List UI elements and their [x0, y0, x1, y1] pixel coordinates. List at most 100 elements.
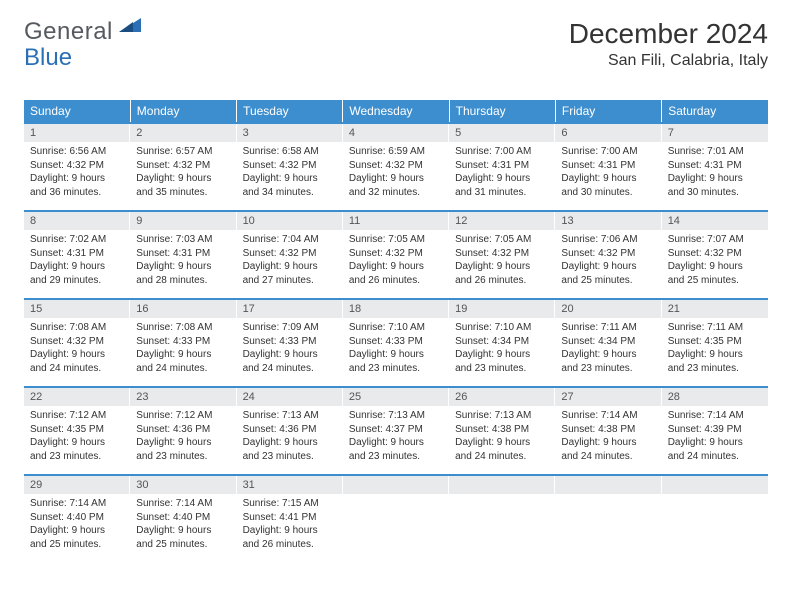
- calendar-table: SundayMondayTuesdayWednesdayThursdayFrid…: [24, 100, 768, 563]
- sunset-line: Sunset: 4:38 PM: [561, 423, 655, 437]
- calendar-day: 9Sunrise: 7:03 AMSunset: 4:31 PMDaylight…: [130, 211, 236, 299]
- sunrise-line: Sunrise: 7:14 AM: [668, 409, 762, 423]
- day-number: 26: [449, 388, 555, 406]
- sunrise-line: Sunrise: 7:11 AM: [668, 321, 762, 335]
- sunrise-line: Sunrise: 7:05 AM: [455, 233, 549, 247]
- day-body: [662, 494, 768, 554]
- calendar-page: General December 2024 San Fili, Calabria…: [0, 0, 792, 563]
- day-number: 24: [237, 388, 343, 406]
- sunrise-line: Sunrise: 7:14 AM: [30, 497, 124, 511]
- day-body: Sunrise: 7:04 AMSunset: 4:32 PMDaylight:…: [237, 230, 343, 291]
- logo: General: [24, 18, 143, 46]
- calendar-day: 20Sunrise: 7:11 AMSunset: 4:34 PMDayligh…: [555, 299, 661, 387]
- day-number: 21: [662, 300, 768, 318]
- sunset-line: Sunset: 4:32 PM: [349, 159, 443, 173]
- calendar-day: 14Sunrise: 7:07 AMSunset: 4:32 PMDayligh…: [662, 211, 768, 299]
- daylight-line: Daylight: 9 hours and 28 minutes.: [136, 260, 230, 287]
- day-number: 28: [662, 388, 768, 406]
- day-body: Sunrise: 7:02 AMSunset: 4:31 PMDaylight:…: [24, 230, 130, 291]
- sunrise-line: Sunrise: 7:12 AM: [136, 409, 230, 423]
- day-body: Sunrise: 7:09 AMSunset: 4:33 PMDaylight:…: [237, 318, 343, 379]
- daylight-line: Daylight: 9 hours and 24 minutes.: [243, 348, 337, 375]
- calendar-day: 16Sunrise: 7:08 AMSunset: 4:33 PMDayligh…: [130, 299, 236, 387]
- day-body: Sunrise: 7:14 AMSunset: 4:38 PMDaylight:…: [555, 406, 661, 467]
- day-number: 13: [555, 212, 661, 230]
- day-number: [449, 476, 555, 494]
- day-body: Sunrise: 7:15 AMSunset: 4:41 PMDaylight:…: [237, 494, 343, 555]
- daylight-line: Daylight: 9 hours and 31 minutes.: [455, 172, 549, 199]
- sunset-line: Sunset: 4:36 PM: [243, 423, 337, 437]
- calendar-day: 3Sunrise: 6:58 AMSunset: 4:32 PMDaylight…: [237, 123, 343, 211]
- day-body: Sunrise: 7:12 AMSunset: 4:35 PMDaylight:…: [24, 406, 130, 467]
- logo-word2: Blue: [24, 44, 72, 71]
- calendar-day: 28Sunrise: 7:14 AMSunset: 4:39 PMDayligh…: [662, 387, 768, 475]
- day-body: Sunrise: 7:11 AMSunset: 4:34 PMDaylight:…: [555, 318, 661, 379]
- day-header: Monday: [130, 100, 236, 123]
- day-body: Sunrise: 7:13 AMSunset: 4:37 PMDaylight:…: [343, 406, 449, 467]
- day-body: Sunrise: 7:06 AMSunset: 4:32 PMDaylight:…: [555, 230, 661, 291]
- day-body: [343, 494, 449, 554]
- sunset-line: Sunset: 4:32 PM: [30, 335, 124, 349]
- sunrise-line: Sunrise: 7:11 AM: [561, 321, 655, 335]
- sunrise-line: Sunrise: 7:12 AM: [30, 409, 124, 423]
- sunset-line: Sunset: 4:40 PM: [30, 511, 124, 525]
- day-header: Friday: [555, 100, 661, 123]
- calendar-day: 13Sunrise: 7:06 AMSunset: 4:32 PMDayligh…: [555, 211, 661, 299]
- day-number: [662, 476, 768, 494]
- sunrise-line: Sunrise: 7:05 AM: [349, 233, 443, 247]
- calendar-day-empty: [449, 475, 555, 563]
- day-number: 29: [24, 476, 130, 494]
- sunset-line: Sunset: 4:34 PM: [455, 335, 549, 349]
- sunset-line: Sunset: 4:31 PM: [455, 159, 549, 173]
- daylight-line: Daylight: 9 hours and 26 minutes.: [349, 260, 443, 287]
- logo-word1: General: [24, 18, 113, 46]
- daylight-line: Daylight: 9 hours and 26 minutes.: [455, 260, 549, 287]
- calendar-day: 30Sunrise: 7:14 AMSunset: 4:40 PMDayligh…: [130, 475, 236, 563]
- sunrise-line: Sunrise: 6:57 AM: [136, 145, 230, 159]
- day-number: [555, 476, 661, 494]
- day-number: 12: [449, 212, 555, 230]
- day-number: 15: [24, 300, 130, 318]
- calendar-day: 2Sunrise: 6:57 AMSunset: 4:32 PMDaylight…: [130, 123, 236, 211]
- sunset-line: Sunset: 4:41 PM: [243, 511, 337, 525]
- sunrise-line: Sunrise: 7:10 AM: [455, 321, 549, 335]
- sunrise-line: Sunrise: 6:58 AM: [243, 145, 337, 159]
- sunrise-line: Sunrise: 7:03 AM: [136, 233, 230, 247]
- day-header: Saturday: [662, 100, 768, 123]
- sunset-line: Sunset: 4:35 PM: [668, 335, 762, 349]
- daylight-line: Daylight: 9 hours and 23 minutes.: [136, 436, 230, 463]
- day-body: Sunrise: 7:03 AMSunset: 4:31 PMDaylight:…: [130, 230, 236, 291]
- day-body: Sunrise: 7:13 AMSunset: 4:36 PMDaylight:…: [237, 406, 343, 467]
- calendar-day: 24Sunrise: 7:13 AMSunset: 4:36 PMDayligh…: [237, 387, 343, 475]
- calendar-day: 19Sunrise: 7:10 AMSunset: 4:34 PMDayligh…: [449, 299, 555, 387]
- calendar-week: 15Sunrise: 7:08 AMSunset: 4:32 PMDayligh…: [24, 299, 768, 387]
- calendar-week: 8Sunrise: 7:02 AMSunset: 4:31 PMDaylight…: [24, 211, 768, 299]
- calendar-head: SundayMondayTuesdayWednesdayThursdayFrid…: [24, 100, 768, 123]
- sunrise-line: Sunrise: 7:06 AM: [561, 233, 655, 247]
- title-block: December 2024 San Fili, Calabria, Italy: [569, 18, 768, 70]
- day-body: Sunrise: 6:56 AMSunset: 4:32 PMDaylight:…: [24, 142, 130, 203]
- sunset-line: Sunset: 4:31 PM: [30, 247, 124, 261]
- calendar-day: 23Sunrise: 7:12 AMSunset: 4:36 PMDayligh…: [130, 387, 236, 475]
- day-body: [555, 494, 661, 554]
- daylight-line: Daylight: 9 hours and 25 minutes.: [668, 260, 762, 287]
- sunset-line: Sunset: 4:31 PM: [668, 159, 762, 173]
- daylight-line: Daylight: 9 hours and 34 minutes.: [243, 172, 337, 199]
- day-number: 30: [130, 476, 236, 494]
- day-number: 16: [130, 300, 236, 318]
- location-label: San Fili, Calabria, Italy: [569, 52, 768, 70]
- sunrise-line: Sunrise: 7:00 AM: [455, 145, 549, 159]
- sunset-line: Sunset: 4:32 PM: [136, 159, 230, 173]
- logo-triangle-icon: [119, 16, 141, 37]
- sunset-line: Sunset: 4:32 PM: [668, 247, 762, 261]
- sunset-line: Sunset: 4:32 PM: [243, 159, 337, 173]
- calendar-day: 22Sunrise: 7:12 AMSunset: 4:35 PMDayligh…: [24, 387, 130, 475]
- calendar-day: 10Sunrise: 7:04 AMSunset: 4:32 PMDayligh…: [237, 211, 343, 299]
- day-number: 8: [24, 212, 130, 230]
- calendar-day: 1Sunrise: 6:56 AMSunset: 4:32 PMDaylight…: [24, 123, 130, 211]
- daylight-line: Daylight: 9 hours and 30 minutes.: [561, 172, 655, 199]
- daylight-line: Daylight: 9 hours and 23 minutes.: [561, 348, 655, 375]
- logo-word2-wrap: Blue: [24, 44, 72, 72]
- daylight-line: Daylight: 9 hours and 35 minutes.: [136, 172, 230, 199]
- day-body: Sunrise: 7:13 AMSunset: 4:38 PMDaylight:…: [449, 406, 555, 467]
